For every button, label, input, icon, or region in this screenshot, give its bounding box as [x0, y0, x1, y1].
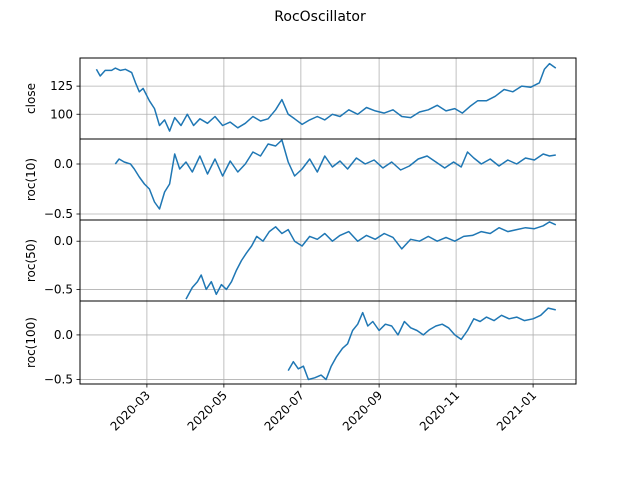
chart-title: RocOscillator	[274, 9, 366, 25]
series-line	[185, 221, 557, 300]
panel-2: −0.5 0.0 roc(10)	[24, 138, 577, 221]
panel-4: −0.5 0.0 roc(100)	[24, 300, 577, 387]
y-axis-label: close	[24, 83, 38, 114]
panel-3: −0.5 0.0 roc(50)	[24, 219, 577, 302]
y-axis-label: roc(10)	[24, 158, 38, 201]
y-tick-label: −0.5	[44, 373, 73, 387]
y-tick-label: 0.0	[54, 157, 73, 171]
y-tick-label: −0.5	[44, 207, 73, 221]
y-tick-label: 125	[50, 79, 73, 93]
panel-frame	[79, 300, 577, 385]
y-tick-label: 100	[50, 107, 73, 121]
y-axis-label: roc(100)	[24, 317, 38, 368]
y-tick-label: 0.0	[54, 234, 73, 248]
y-tick-label: −0.5	[44, 282, 73, 296]
y-tick-label: 0.0	[54, 328, 73, 342]
panel-1: 100 125 close	[24, 57, 577, 140]
series-line	[95, 62, 557, 132]
y-axis-label: roc(50)	[24, 239, 38, 282]
series-line	[287, 307, 556, 381]
panels: 100125close−0.50.0roc(10)−0.50.0roc(50)−…	[24, 57, 577, 387]
series-line	[114, 139, 556, 210]
